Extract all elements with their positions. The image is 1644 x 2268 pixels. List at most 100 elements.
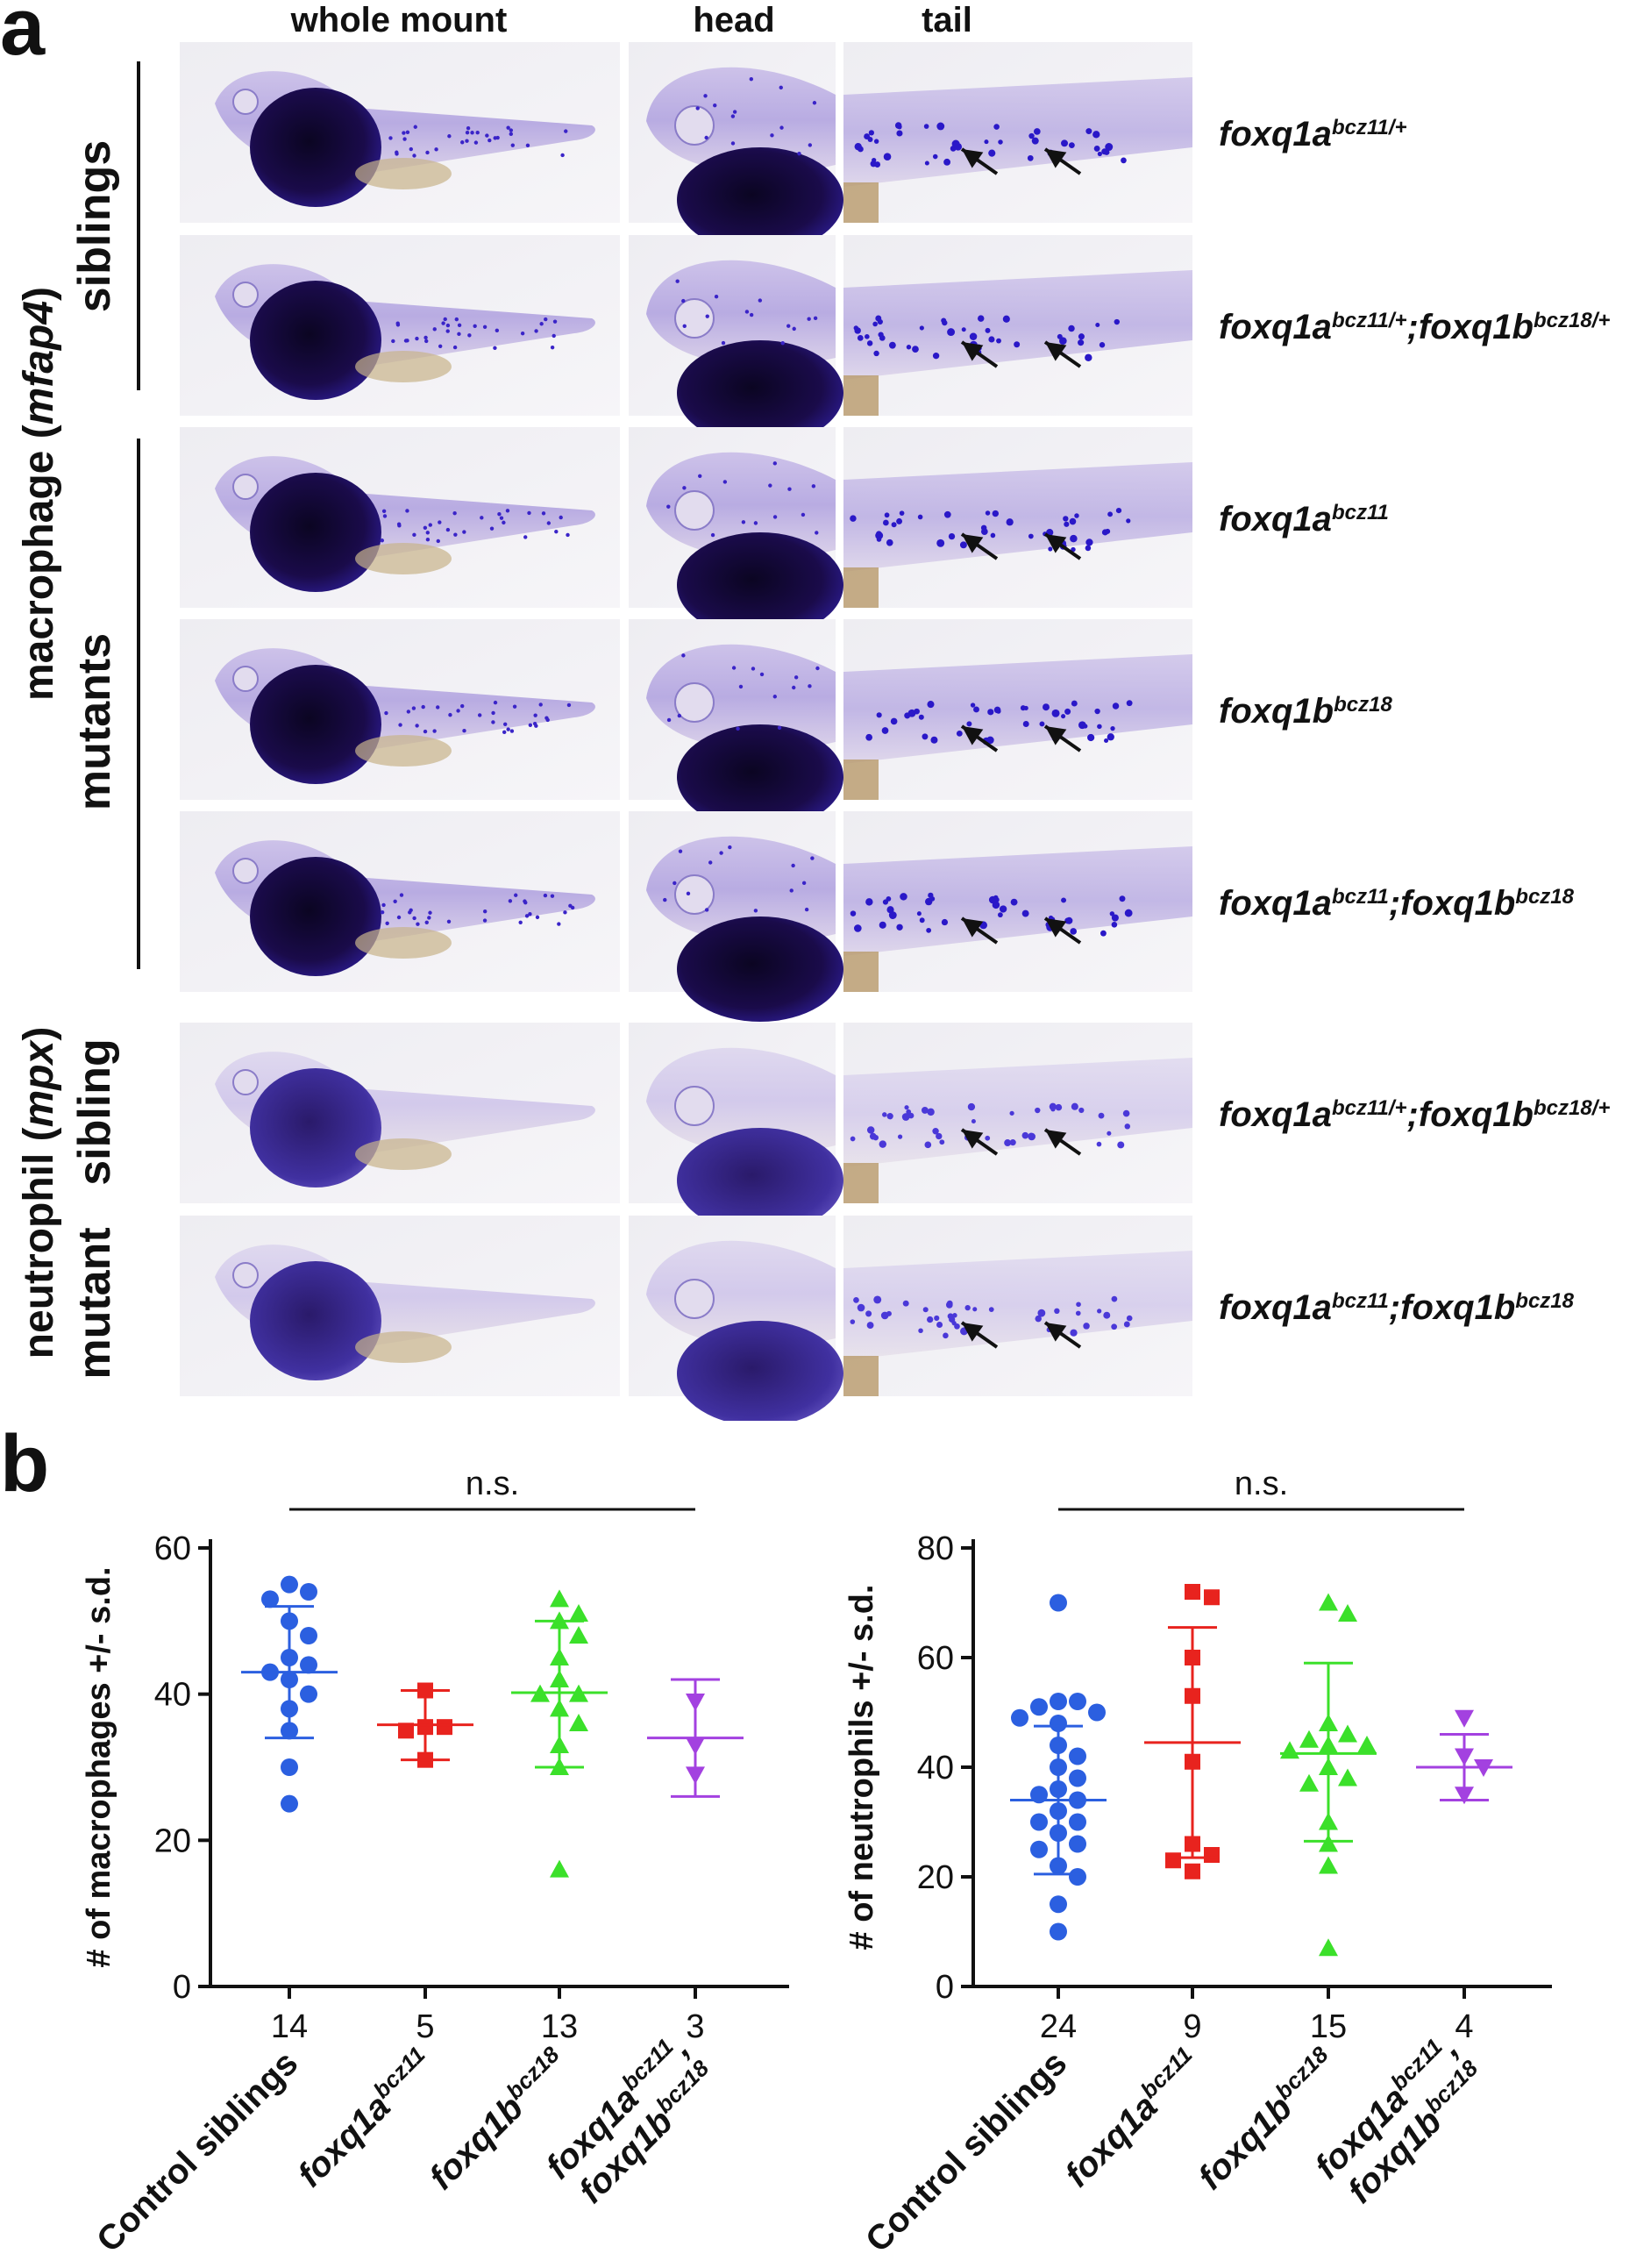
genotype-label: foxq1abcz11;foxq1bbcz18 [1219,884,1575,923]
image-row-1: foxq1abcz11/+ [180,42,1407,253]
data-point [1204,1589,1220,1606]
data-point [1050,1594,1067,1612]
category-label: foxq1abcz11,foxq1bbcz18 [537,2026,726,2215]
significance-label: n.s. [1235,1466,1288,1502]
data-point [1185,1863,1200,1879]
image-row-3: foxq1abcz11 [180,427,1389,638]
data-point [1050,1715,1067,1732]
sample-size-label: 13 [541,2008,578,2045]
genotype-label: foxq1abcz11/+;foxq1bbcz18/+ [1219,1095,1610,1134]
genotype-label: foxq1abcz11/+ [1219,115,1407,153]
data-point [1030,1698,1048,1716]
data-point [1319,1593,1338,1611]
data-point [1338,1768,1357,1787]
genotype-label: foxq1abcz11 [1219,500,1389,538]
head-photo [629,619,843,830]
genotype-label: foxq1bbcz18 [1219,692,1392,731]
y-axis-label: # of neutrophils +/- s.d. [843,1585,880,1951]
group-label-macrophage: macrophage (mfap4) [16,287,62,701]
data-point [550,1859,569,1878]
image-row-2: foxq1abcz11/+;foxq1bbcz18/+ [180,235,1610,446]
sample-size-label: 14 [271,2008,308,2045]
sample-size-label: 3 [686,2008,704,2045]
sample-size-label: 24 [1040,2008,1077,2045]
data-point [1069,1747,1086,1765]
whole-mount-photo [180,1023,620,1203]
data-point [1011,1708,1028,1727]
column-header-head: head [693,1,774,39]
y-tick-label: 40 [917,1750,954,1787]
group-label-mutants: mutants [69,633,120,810]
data-point [281,1794,298,1813]
data-point [569,1626,588,1644]
data-point [300,1685,317,1703]
y-tick-label: 60 [917,1640,954,1677]
y-tick-label: 20 [917,1859,954,1896]
head-photo [629,42,843,253]
whole-mount-photo [180,811,620,992]
data-point [1069,1835,1086,1853]
group-label-neutrophil: neutrophil (mpx) [16,1027,62,1359]
data-point [1069,1868,1086,1886]
data-point [300,1583,317,1601]
data-point [1050,1693,1067,1710]
macrophage-dot-plot: 0 20 40 60 # of macrophages +/- s.d. n.s. 14Co… [81,1466,789,2260]
tail-photo [843,619,1192,800]
data-point [281,1575,298,1594]
data-point [1069,1769,1086,1787]
data-point [1069,1693,1086,1710]
data-point [1455,1709,1474,1728]
data-point [1357,1736,1377,1753]
head-photo [629,1216,843,1421]
data-point [1319,1938,1338,1957]
data-point [1338,1724,1357,1743]
y-axis-label: # of macrophages +/- s.d. [81,1566,117,1967]
group-label-mutant: mutant [69,1227,120,1379]
data-point [1030,1813,1048,1831]
data-point [1319,1856,1338,1874]
tail-photo [843,235,1192,416]
sample-size-label: 15 [1310,2008,1347,2045]
tail-photo [843,427,1192,608]
data-point [569,1604,588,1622]
panel-b-letter: b [0,1421,49,1508]
category-label: foxq1abcz11 [288,2041,442,2194]
group-label-siblings: siblings [69,140,120,312]
whole-mount-photo [180,427,620,608]
significance-label: n.s. [466,1466,519,1502]
group-label-sibling: sibling [69,1038,120,1186]
neutrophil-dot-plot: 0 20 40 60 80 # of neutrophils +/- s.d. n.s. 24… [843,1466,1552,2260]
head-photo [629,427,843,638]
panel-a-figure: a whole mount head tail macrophage (mfap… [0,0,1610,1421]
data-point [1030,1840,1048,1858]
head-photo [629,1023,843,1233]
data-point [300,1656,317,1674]
y-tick-label: 0 [173,1969,191,2006]
data-point [1165,1852,1181,1869]
category-label: foxq1abcz11,foxq1bbcz18 [1306,2026,1495,2215]
data-point [1050,1922,1067,1941]
sample-size-label: 9 [1183,2008,1201,2045]
y-tick-label: 0 [936,1969,954,2006]
data-point [398,1722,414,1739]
tail-photo [843,1216,1192,1396]
tail-photo [843,42,1192,223]
data-point [1319,1834,1338,1852]
data-point [1299,1730,1319,1748]
column-header-tail: tail [922,1,972,39]
category-label: foxq1abcz11 [1056,2041,1209,2194]
data-point [1050,1895,1067,1914]
image-row-7: foxq1abcz11;foxq1bbcz18 [180,1216,1575,1421]
panel-b-figure: b 0 20 40 60 # of macrophages +/- s.d. n.s. 14… [0,1421,1552,2260]
data-point [1069,1813,1086,1831]
data-point [437,1719,452,1736]
y-tick-label: 40 [154,1677,191,1714]
data-point [550,1589,569,1608]
category-label: Control siblings [858,2043,1074,2259]
category-label: Control siblings [89,2043,305,2259]
image-row-4: foxq1bbcz18 [180,619,1392,830]
